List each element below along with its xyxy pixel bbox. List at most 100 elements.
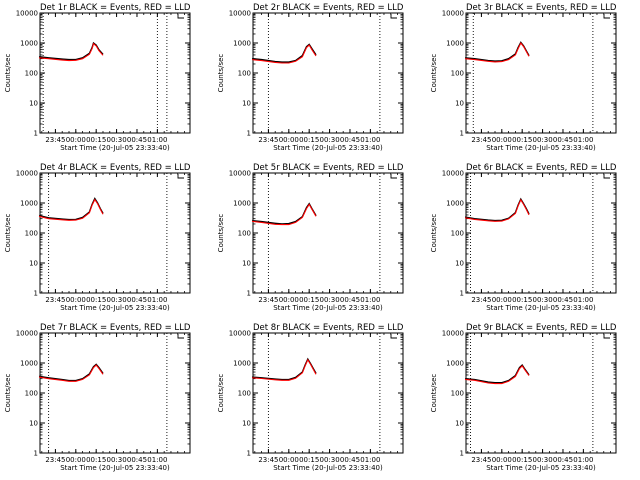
y-tick-label: 10000: [229, 330, 251, 338]
x-tick-label: 00:15: [86, 456, 106, 464]
plot-frame: [465, 12, 617, 134]
y-tick-label: 10: [242, 100, 251, 108]
legend-marker: [177, 174, 184, 179]
x-tick-label: 01:00: [573, 296, 593, 304]
y-tick-label: 1000: [20, 360, 38, 368]
x-tick-label: 00:15: [512, 296, 532, 304]
x-tick-label: 01:00: [147, 296, 167, 304]
x-tick-label: 00:45: [340, 296, 360, 304]
x-tick-label: 23:45: [45, 456, 65, 464]
y-tick-label: 10000: [442, 170, 464, 178]
x-tick-label: 00:45: [553, 136, 573, 144]
y-tick-label: 100: [25, 230, 38, 238]
y-tick-label: 10000: [442, 10, 464, 18]
x-axis-label: Start Time (20-Jul-05 23:33:40): [273, 144, 383, 152]
y-tick-label: 1000: [20, 200, 38, 208]
chart-title: Det 5r BLACK = Events, RED = LLD: [253, 163, 404, 173]
x-tick-label: 00:00: [492, 136, 512, 144]
y-tick-label: 1000: [446, 40, 464, 48]
x-tick-label: 23:45: [258, 296, 278, 304]
x-tick-label: 00:00: [66, 296, 86, 304]
legend-marker: [603, 174, 610, 179]
x-tick-label: 00:15: [86, 136, 106, 144]
x-axis-label: Start Time (20-Jul-05 23:33:40): [60, 464, 170, 472]
x-tick-label: 01:00: [573, 136, 593, 144]
x-tick-label: 00:45: [340, 136, 360, 144]
x-tick-label: 00:30: [319, 296, 339, 304]
plot-frame: [252, 332, 404, 454]
series-line-lld: [39, 364, 104, 382]
legend-marker: [603, 14, 610, 19]
y-tick-label: 1000: [446, 200, 464, 208]
chart-panel-2: Det 2r BLACK = Events, RED = LLD 1 10 100 10…: [217, 3, 404, 152]
x-tick-label: 00:15: [299, 456, 319, 464]
y-axis-label: Counts/sec: [217, 54, 225, 93]
legend-marker: [177, 14, 184, 19]
y-tick-label: 10: [242, 420, 251, 428]
x-tick-label: 00:15: [299, 296, 319, 304]
x-tick-label: 00:45: [553, 296, 573, 304]
series-line-lld: [38, 198, 104, 221]
plot-frame: [465, 332, 617, 454]
y-tick-label: 10000: [16, 10, 38, 18]
y-tick-label: 1000: [20, 40, 38, 48]
x-tick-label: 00:45: [340, 456, 360, 464]
y-axis-label: Counts/sec: [217, 214, 225, 253]
x-tick-label: 23:45: [471, 456, 491, 464]
plot-frame: [39, 332, 191, 454]
chart-panel-9: Det 9r BLACK = Events, RED = LLD 1 10 100 10…: [430, 323, 617, 472]
x-axis-label: Start Time (20-Jul-05 23:33:40): [486, 144, 596, 152]
x-tick-label: 00:00: [66, 136, 86, 144]
legend-marker: [390, 334, 397, 339]
chart-title: Det 7r BLACK = Events, RED = LLD: [40, 323, 191, 333]
x-tick-label: 01:00: [147, 136, 167, 144]
y-tick-label: 10: [29, 100, 38, 108]
chart-title: Det 6r BLACK = Events, RED = LLD: [466, 163, 617, 173]
plot-frame: [252, 172, 404, 294]
y-tick-label: 1: [247, 290, 251, 298]
x-tick-label: 01:00: [147, 456, 167, 464]
x-tick-label: 01:00: [360, 136, 380, 144]
y-tick-label: 1000: [446, 360, 464, 368]
x-tick-label: 23:45: [471, 296, 491, 304]
y-tick-label: 1000: [233, 200, 251, 208]
x-tick-label: 01:00: [360, 296, 380, 304]
x-axis-label: Start Time (20-Jul-05 23:33:40): [273, 464, 383, 472]
y-tick-label: 10000: [16, 170, 38, 178]
x-tick-label: 23:45: [45, 296, 65, 304]
y-tick-label: 10000: [229, 170, 251, 178]
x-axis-label: Start Time (20-Jul-05 23:33:40): [486, 304, 596, 312]
x-tick-label: 23:45: [471, 136, 491, 144]
legend-marker: [603, 334, 610, 339]
y-tick-label: 10: [455, 260, 464, 268]
y-axis-label: Counts/sec: [217, 374, 225, 413]
series-line-lld: [252, 44, 317, 64]
x-tick-label: 00:30: [106, 456, 126, 464]
series-line-lld: [465, 365, 530, 385]
legend-marker: [177, 334, 184, 339]
chart-title: Det 2r BLACK = Events, RED = LLD: [253, 3, 404, 13]
series-line-lld: [465, 41, 530, 63]
x-tick-label: 00:30: [532, 456, 552, 464]
y-tick-label: 1: [34, 290, 38, 298]
x-tick-label: 00:00: [492, 456, 512, 464]
x-tick-label: 00:45: [127, 136, 147, 144]
x-tick-label: 00:30: [106, 136, 126, 144]
x-tick-label: 00:15: [86, 296, 106, 304]
series-line-lld: [252, 358, 317, 381]
x-tick-label: 23:45: [258, 136, 278, 144]
x-tick-label: 00:45: [127, 456, 147, 464]
y-tick-label: 10: [455, 420, 464, 428]
y-axis-label: Counts/sec: [4, 54, 12, 93]
y-tick-label: 100: [238, 230, 251, 238]
y-tick-label: 1: [247, 450, 251, 458]
series-line-lld: [252, 203, 317, 226]
y-axis-label: Counts/sec: [430, 54, 438, 93]
x-tick-label: 00:30: [319, 456, 339, 464]
chart-title: Det 8r BLACK = Events, RED = LLD: [253, 323, 404, 333]
x-tick-label: 23:45: [258, 456, 278, 464]
chart-title: Det 1r BLACK = Events, RED = LLD: [40, 3, 191, 13]
series-line-lld: [465, 198, 530, 222]
y-tick-label: 10: [29, 260, 38, 268]
